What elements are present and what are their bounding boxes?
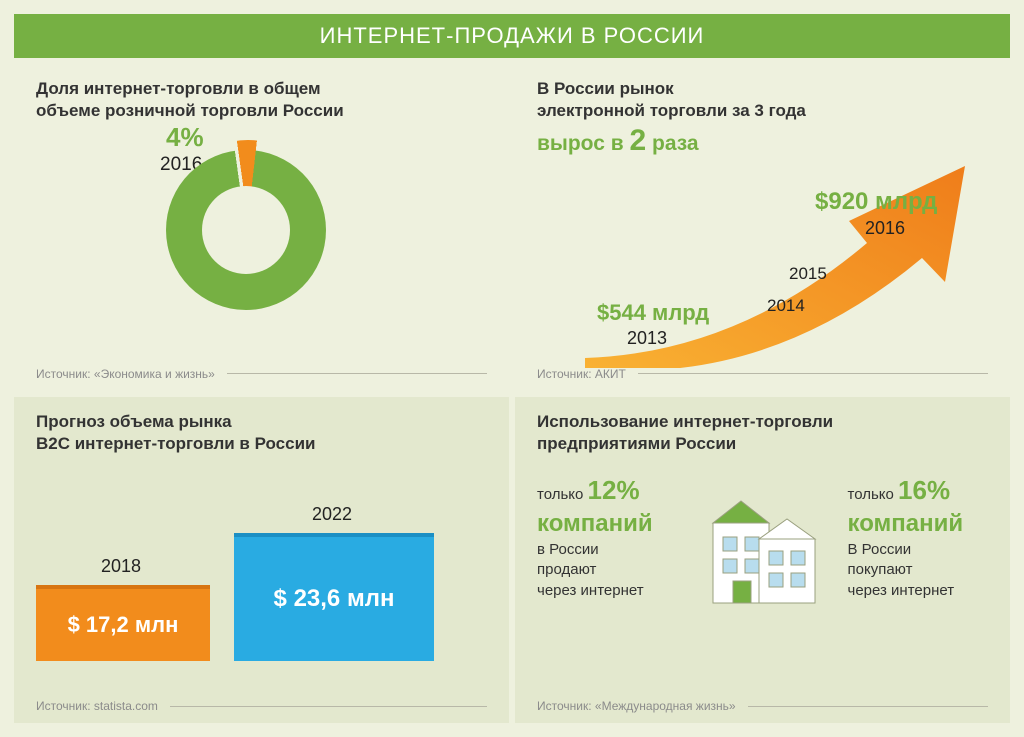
companies-word: компаний (848, 510, 964, 537)
forecast-bar-chart: 2018 $ 17,2 млн 2022 $ 23,6 млн (36, 469, 487, 669)
source-label: Источник: statista.com (36, 699, 158, 713)
donut-hole (202, 186, 290, 274)
source-row: Источник: «Международная жизнь» (537, 699, 988, 713)
growth-mid-year: 2014 (767, 296, 805, 316)
growth-end-value: $920 млрд (815, 188, 937, 216)
desc-line: продают (537, 561, 596, 578)
source-row: Источник: «Экономика и жизнь» (36, 367, 487, 381)
growth-start-year: 2013 (627, 328, 667, 349)
source-divider (170, 706, 487, 707)
panel-growth: В России рынок электронной торговли за 3… (515, 64, 1010, 391)
title-line: В России рынок (537, 79, 674, 98)
companies-buy-col: только 16% компаний В России покупают че… (848, 473, 989, 601)
title-line: Использование интернет-торговли (537, 412, 833, 431)
accent-big-number: 2 (629, 124, 646, 157)
growth-start-value: $544 млрд (597, 300, 709, 326)
growth-end-year: 2016 (865, 218, 905, 239)
panel-growth-title: В России рынок электронной торговли за 3… (537, 78, 988, 122)
panel-forecast-title: Прогноз объема рынка B2C интернет-торгов… (36, 411, 487, 455)
forecast-bar: $ 23,6 млн (234, 533, 434, 661)
source-row: Источник: statista.com (36, 699, 487, 713)
panel-share-title: Доля интернет-торговли в общем объеме ро… (36, 78, 487, 122)
title-line: объеме розничной торговли России (36, 101, 344, 120)
title-line: предприятиями России (537, 434, 736, 453)
companies-sell-pct: 12% (588, 475, 640, 505)
only-label: только (537, 486, 588, 503)
panel-share: Доля интернет-торговли в общем объеме ро… (14, 64, 509, 391)
title-line: Доля интернет-торговли в общем (36, 79, 321, 98)
building-svg (693, 479, 833, 619)
donut-chart: 4% 2016 (36, 130, 487, 320)
source-label: Источник: АКИТ (537, 367, 626, 381)
desc-line: В России (848, 541, 912, 558)
companies-word: компаний (537, 510, 653, 537)
only-label: только (848, 486, 899, 503)
companies-sell-col: только 12% компаний в России продают чер… (537, 473, 678, 601)
infographic-page: ИНТЕРНЕТ-ПРОДАЖИ В РОССИИ Доля интернет-… (0, 0, 1024, 737)
source-divider (638, 373, 988, 374)
desc-line: через интернет (537, 582, 644, 599)
accent-prefix: вырос в (537, 132, 629, 155)
title-line: Прогноз объема рынка (36, 412, 232, 431)
panel-companies: Использование интернет-торговли предприя… (515, 397, 1010, 724)
forecast-bar: $ 17,2 млн (36, 585, 210, 661)
desc-line: покупают (848, 561, 913, 578)
source-divider (748, 706, 988, 707)
grid: Доля интернет-торговли в общем объеме ро… (14, 64, 1010, 723)
desc-line: в России (537, 541, 599, 558)
source-label: Источник: «Экономика и жизнь» (36, 367, 215, 381)
donut-percent-label: 4% (166, 122, 204, 153)
source-divider (227, 373, 487, 374)
header-bar: ИНТЕРНЕТ-ПРОДАЖИ В РОССИИ (14, 14, 1010, 58)
panel-companies-title: Использование интернет-торговли предприя… (537, 411, 988, 455)
accent-suffix: раза (646, 132, 698, 155)
bar-year-label: 2022 (312, 504, 352, 525)
companies-row: только 12% компаний в России продают чер… (537, 473, 988, 619)
bar-year-label: 2018 (101, 556, 141, 577)
companies-buy-pct: 16% (898, 475, 950, 505)
growth-mid-year: 2015 (789, 264, 827, 284)
growth-accent-line: вырос в 2 раза (537, 124, 988, 158)
growth-arrow-chart: $920 млрд 2016 2015 2014 $544 млрд 2013 (537, 158, 988, 368)
building-icon (688, 473, 838, 619)
source-row: Источник: АКИТ (537, 367, 988, 381)
title-line: электронной торговли за 3 года (537, 101, 806, 120)
desc-line: через интернет (848, 582, 955, 599)
source-label: Источник: «Международная жизнь» (537, 699, 736, 713)
panel-forecast: Прогноз объема рынка B2C интернет-торгов… (14, 397, 509, 724)
title-line: B2C интернет-торговли в России (36, 434, 315, 453)
page-title: ИНТЕРНЕТ-ПРОДАЖИ В РОССИИ (320, 23, 705, 49)
